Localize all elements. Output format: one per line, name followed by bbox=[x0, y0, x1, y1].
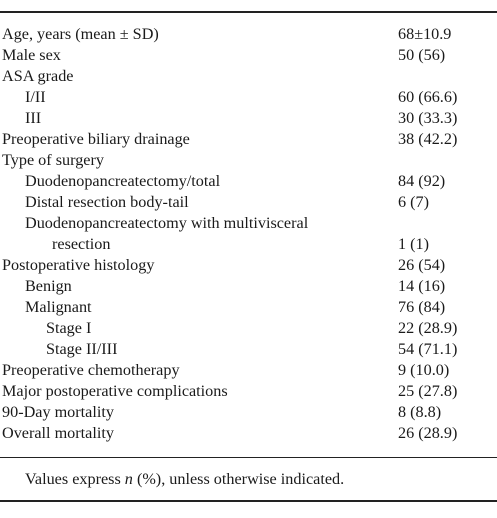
table-row: Overall mortality 26 (28.9) bbox=[0, 423, 497, 444]
row-label: Malignant bbox=[25, 297, 92, 318]
table-row: Postoperative histology 26 (54) bbox=[0, 255, 497, 276]
row-value: 54 (71.1) bbox=[398, 340, 458, 358]
table-row: Duodenopancreatectomy/total 84 (92) bbox=[0, 171, 497, 192]
row-label: Age, years (mean ± SD) bbox=[2, 24, 159, 45]
row-label-text: 90-Day mortality bbox=[2, 403, 114, 421]
row-label-text: ASA grade bbox=[2, 67, 74, 85]
row-label: Preoperative biliary drainage bbox=[2, 129, 190, 150]
row-label: Stage II/III bbox=[46, 339, 117, 360]
row-label-text: Malignant bbox=[25, 298, 92, 316]
row-value: 50 (56) bbox=[398, 46, 446, 64]
row-label-text: Type of surgery bbox=[2, 151, 104, 169]
table-row: ASA grade bbox=[0, 66, 497, 87]
row-value: 6 (7) bbox=[398, 193, 430, 211]
footnote-suffix: (%), unless otherwise indicated. bbox=[132, 470, 345, 488]
row-label-text: Major postoperative complications bbox=[2, 382, 228, 400]
row-value: 38 (42.2) bbox=[398, 130, 458, 148]
row-label: Stage I bbox=[46, 318, 91, 339]
row-label-text: Distal resection body-tail bbox=[25, 193, 189, 211]
row-label-continuation: resection bbox=[52, 235, 111, 253]
table-row: Benign 14 (16) bbox=[0, 276, 497, 297]
table-row: Age, years (mean ± SD) 68±10.9 bbox=[0, 24, 497, 45]
row-value: 9 (10.0) bbox=[398, 361, 450, 379]
table-row: Male sex 50 (56) bbox=[0, 45, 497, 66]
row-value: 76 (84) bbox=[398, 298, 446, 316]
row-label: Duodenopancreatectomy/total bbox=[25, 171, 220, 192]
row-value: 8 (8.8) bbox=[398, 403, 442, 421]
table-row: Stage II/III 54 (71.1) bbox=[0, 339, 497, 360]
row-value: 30 (33.3) bbox=[398, 109, 458, 127]
table-row: I/II 60 (66.6) bbox=[0, 87, 497, 108]
row-label: Type of surgery bbox=[2, 150, 104, 171]
row-label: Male sex bbox=[2, 45, 61, 66]
table-footer-rule bbox=[0, 457, 497, 458]
row-label: I/II bbox=[25, 87, 46, 108]
row-label: ASA grade bbox=[2, 66, 73, 87]
table-row: Major postoperative complications 25 (27.… bbox=[0, 381, 497, 402]
table-bottom-rule bbox=[0, 500, 497, 502]
row-label-text: III bbox=[25, 109, 42, 127]
row-value: 14 (16) bbox=[398, 277, 446, 295]
row-value: 1 (1) bbox=[398, 235, 430, 253]
table-row: Preoperative chemotherapy 9 (10.0) bbox=[0, 360, 497, 381]
row-value: 26 (54) bbox=[398, 256, 446, 274]
row-label-text: Duodenopancreatectomy/total bbox=[25, 172, 221, 190]
row-label-text: I/II bbox=[25, 88, 46, 106]
row-label-text: Preoperative chemotherapy bbox=[2, 361, 180, 379]
row-label-text: Postoperative histology bbox=[2, 256, 155, 274]
row-value: 84 (92) bbox=[398, 172, 446, 190]
table-top-rule bbox=[0, 11, 497, 13]
row-value: 26 (28.9) bbox=[398, 424, 458, 442]
row-label-text: Stage I bbox=[46, 319, 92, 337]
row-value: 22 (28.9) bbox=[398, 319, 458, 337]
table-row: Duodenopancreatectomy with multivisceral… bbox=[0, 213, 497, 255]
table-row: Distal resection body-tail 6 (7) bbox=[0, 192, 497, 213]
row-label-text: Male sex bbox=[2, 46, 61, 64]
row-label: Duodenopancreatectomy with multivisceral… bbox=[25, 213, 385, 255]
row-value: 60 (66.6) bbox=[398, 88, 458, 106]
row-label-text: Preoperative biliary drainage bbox=[2, 130, 190, 148]
table-body: Age, years (mean ± SD) 68±10.9 Male sex 50 … bbox=[0, 24, 497, 444]
table-footnote: Values express n (%), unless otherwise i… bbox=[25, 469, 344, 490]
table-row: III 30 (33.3) bbox=[0, 108, 497, 129]
table-row: 90-Day mortality 8 (8.8) bbox=[0, 402, 497, 423]
row-value: 25 (27.8) bbox=[398, 382, 458, 400]
row-label: Postoperative histology bbox=[2, 255, 154, 276]
table-row: Type of surgery bbox=[0, 150, 497, 171]
row-label-text: Age, years (mean ± SD) bbox=[2, 25, 159, 43]
table-row: Preoperative biliary drainage 38 (42.2) bbox=[0, 129, 497, 150]
row-label: Preoperative chemotherapy bbox=[2, 360, 180, 381]
row-label-text: Overall mortality bbox=[2, 424, 114, 442]
row-label: Overall mortality bbox=[2, 423, 114, 444]
row-label: Distal resection body-tail bbox=[25, 192, 189, 213]
footnote-italic: n bbox=[124, 470, 133, 488]
row-label: III bbox=[25, 108, 41, 129]
row-label: 90-Day mortality bbox=[2, 402, 114, 423]
row-value: 68±10.9 bbox=[398, 25, 452, 43]
row-label: Benign bbox=[25, 276, 72, 297]
row-label-text: Stage II/III bbox=[46, 340, 118, 358]
footnote-prefix: Values express bbox=[25, 470, 125, 488]
table-row: Stage I 22 (28.9) bbox=[0, 318, 497, 339]
row-label-text: Duodenopancreatectomy with multivisceral bbox=[25, 214, 309, 232]
row-label: Major postoperative complications bbox=[2, 381, 228, 402]
row-label-text: Benign bbox=[25, 277, 72, 295]
table-row: Malignant 76 (84) bbox=[0, 297, 497, 318]
